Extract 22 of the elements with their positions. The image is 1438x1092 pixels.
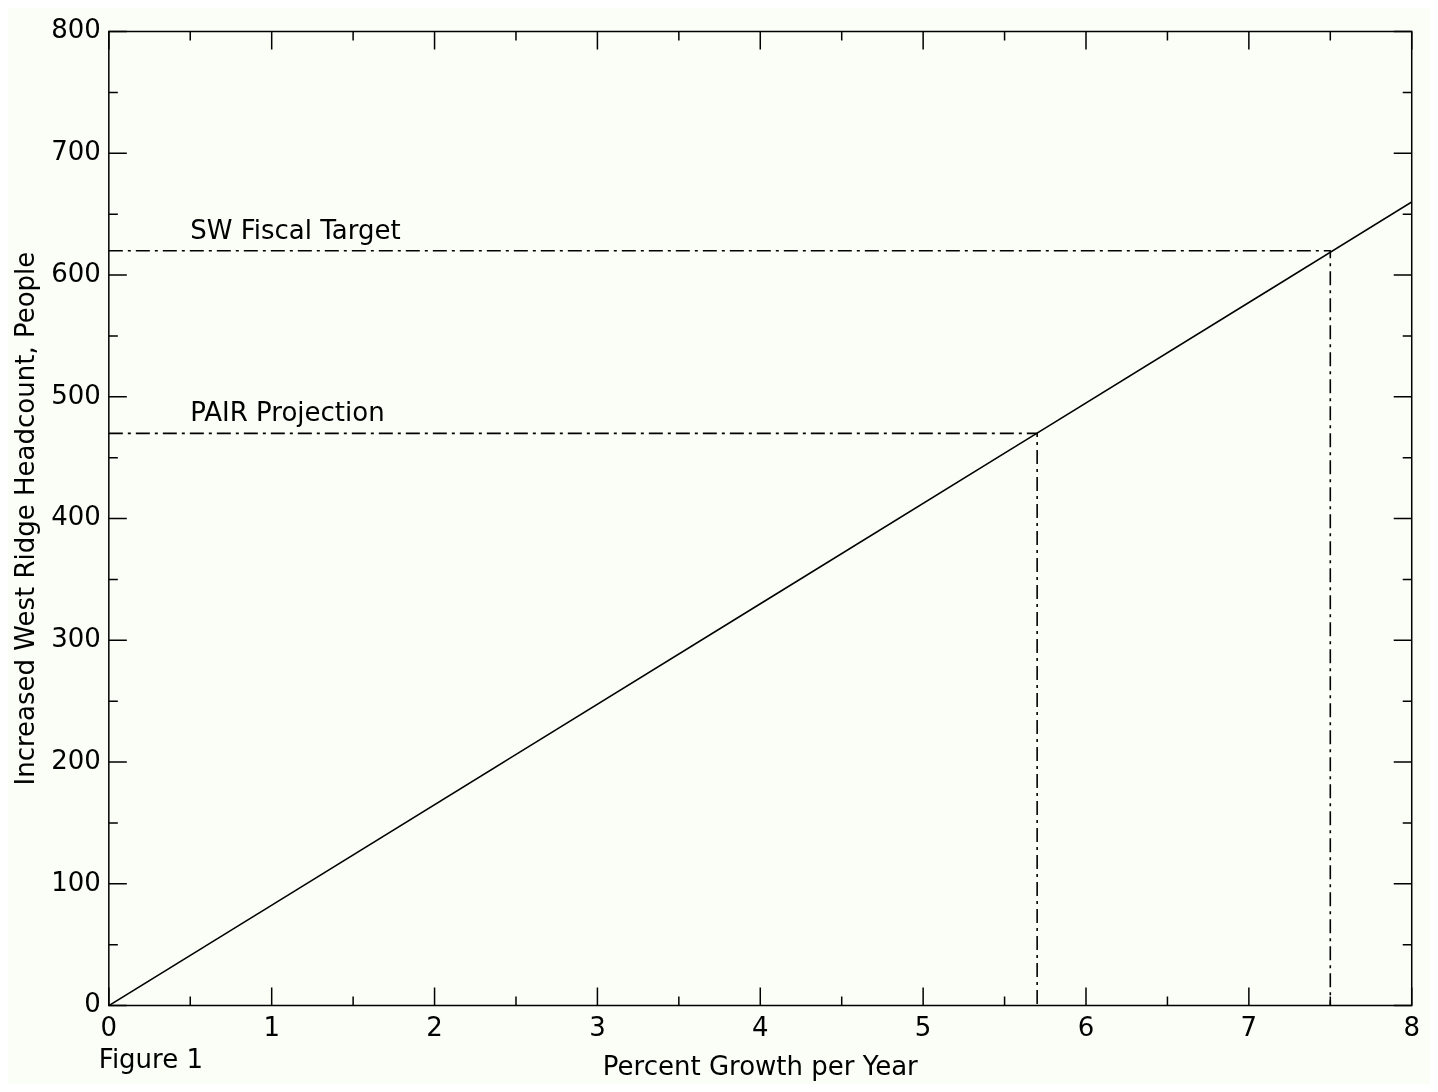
y-tick-label: 300 — [51, 623, 101, 654]
annotation: PAIR Projection — [190, 397, 385, 428]
y-tick-label: 600 — [51, 257, 101, 288]
x-tick-label: 7 — [1240, 1011, 1258, 1042]
x-tick-label: 6 — [1077, 1011, 1095, 1042]
y-tick-label: 800 — [51, 14, 101, 45]
y-axis-title: Increased West Ridge Headcount, People — [10, 251, 41, 786]
x-tick-label: 4 — [752, 1011, 769, 1042]
x-tick-label: 8 — [1403, 1011, 1420, 1042]
y-tick-label: 0 — [84, 988, 101, 1019]
x-tick-label: 2 — [426, 1011, 443, 1042]
y-tick-label: 400 — [51, 501, 101, 532]
x-tick-label: 3 — [589, 1011, 606, 1042]
x-tick-label: 5 — [914, 1011, 932, 1042]
y-tick-label: 100 — [51, 866, 101, 897]
y-tick-label: 700 — [51, 136, 101, 167]
y-tick-label: 200 — [51, 744, 101, 775]
x-axis-title: Percent Growth per Year — [602, 1051, 919, 1082]
y-tick-label: 500 — [51, 379, 101, 410]
caption: Figure 1 — [98, 1043, 204, 1074]
x-tick-label: 1 — [263, 1011, 280, 1042]
annotation: SW Fiscal Target — [190, 214, 401, 245]
